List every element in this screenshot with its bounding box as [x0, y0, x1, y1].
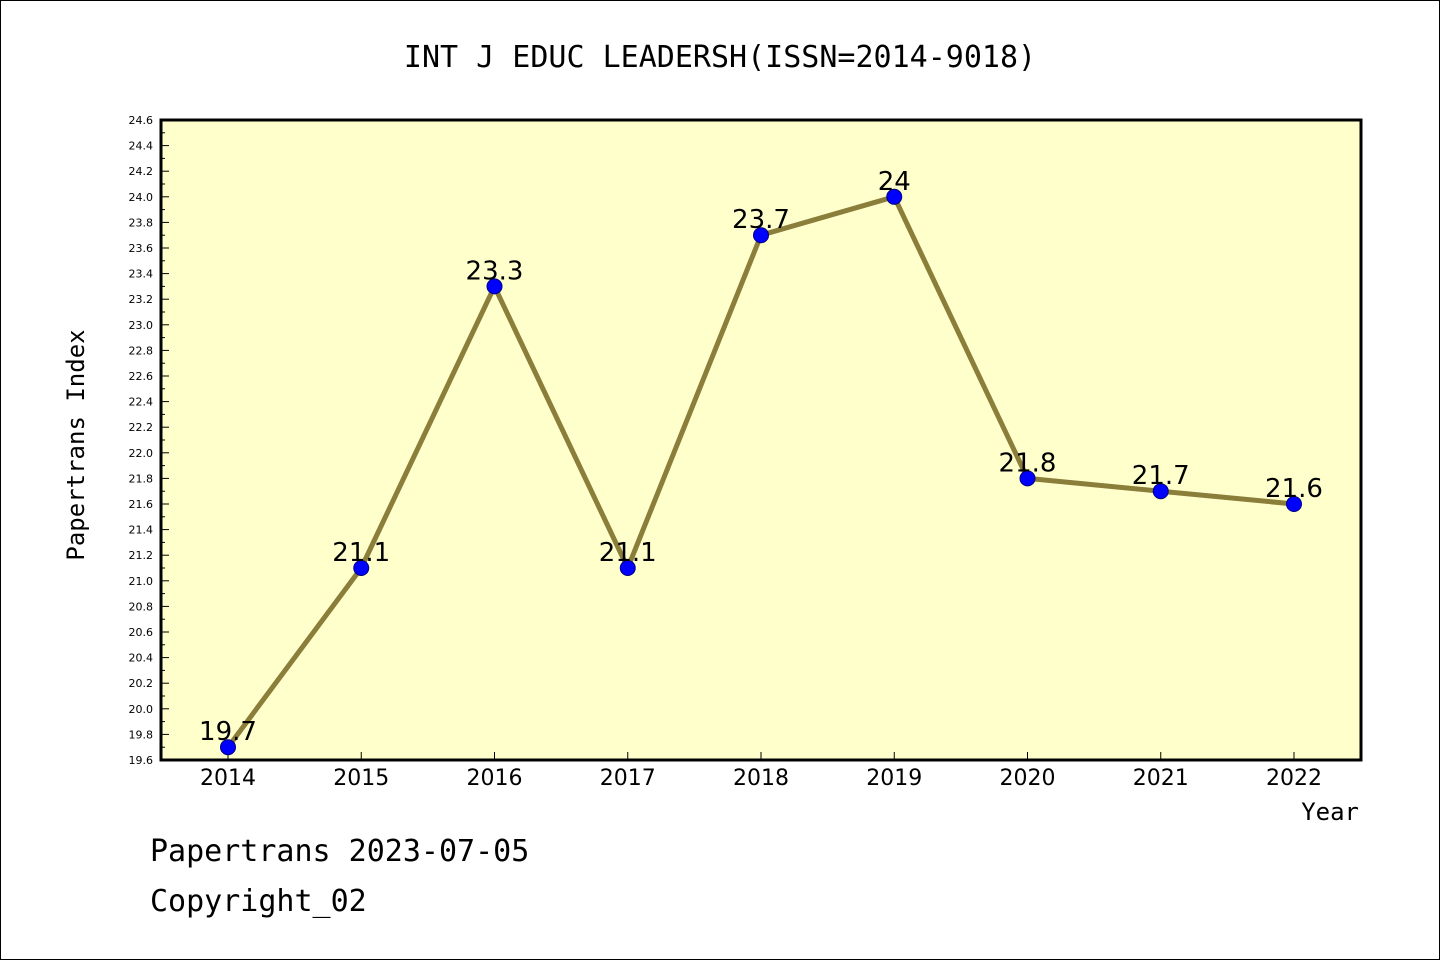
- x-axis: 2014 2015 2016 2017 2018 2019 2020 2021 2022: [200, 752, 1322, 791]
- data-label: 21.1: [599, 538, 657, 568]
- data-label: 24: [878, 167, 911, 197]
- y-tick-label: 21.4: [129, 524, 154, 537]
- plot-area: [159, 118, 1363, 762]
- y-tick-label: 22.2: [129, 421, 154, 434]
- y-tick-label: 21.8: [129, 472, 154, 485]
- x-axis-title: Year: [1301, 798, 1359, 826]
- data-point: [1286, 496, 1302, 512]
- y-tick-label: 24.6: [129, 114, 154, 127]
- data-point: [886, 188, 903, 205]
- data-point: [1152, 483, 1169, 500]
- x-tick-label: 2018: [733, 766, 789, 791]
- x-tick-label: 2017: [600, 766, 656, 791]
- data-label: 21.1: [332, 538, 390, 568]
- data-label: 23.3: [466, 256, 524, 286]
- data-point: [619, 560, 636, 576]
- y-tick-label: 24.2: [129, 165, 154, 178]
- data-label: 23.7: [732, 205, 790, 235]
- data-point: [486, 278, 503, 295]
- data-point: [353, 560, 370, 576]
- footer-copyright-text: Copyright_02: [150, 884, 367, 919]
- y-axis-title: Papertrans Index: [62, 329, 90, 560]
- x-tick-label: 2014: [200, 766, 256, 791]
- y-tick-label: 22.6: [129, 370, 154, 383]
- data-label: 21.8: [999, 448, 1057, 478]
- y-tick-label: 23.6: [129, 242, 154, 255]
- data-label: 21.7: [1132, 461, 1190, 491]
- x-tick-label: 2015: [333, 766, 389, 791]
- y-tick-label: 20.0: [129, 703, 154, 716]
- data-label: 21.6: [1265, 474, 1323, 504]
- y-tick-label: 21.2: [129, 549, 154, 562]
- y-tick-label: 20.8: [129, 600, 154, 613]
- chart-title: INT J EDUC LEADERSH(ISSN=2014-9018): [404, 40, 1036, 75]
- y-tick-label: 22.4: [129, 396, 154, 409]
- y-tick-label: 23.2: [129, 293, 154, 306]
- y-tick-label: 23.0: [129, 319, 154, 332]
- x-tick-label: 2021: [1133, 766, 1189, 791]
- data-markers: [220, 188, 1302, 756]
- y-tick-label: 21.6: [129, 498, 154, 511]
- y-tick-label: 22.8: [129, 344, 154, 357]
- x-tick-label: 2020: [1000, 766, 1056, 791]
- y-tick-label: 20.4: [129, 652, 154, 665]
- x-tick-label: 2022: [1266, 766, 1322, 791]
- y-tick-label: 22.0: [129, 447, 154, 460]
- y-axis: 19.6 19.8 20.0 20.2 20.4 20.6 20.8 21.0 21.2 21.4…: [129, 114, 169, 767]
- data-label: 19.7: [199, 717, 257, 747]
- x-tick-label: 2016: [467, 766, 523, 791]
- y-tick-label: 19.6: [129, 754, 154, 767]
- data-point: [1019, 470, 1036, 487]
- y-tick-label: 21.0: [129, 575, 154, 588]
- data-point: [220, 739, 236, 756]
- y-tick-label: 20.6: [129, 626, 154, 639]
- y-tick-label: 24.0: [129, 191, 154, 204]
- y-tick-label: 19.8: [129, 728, 154, 741]
- footer-date-text: Papertrans 2023-07-05: [150, 834, 530, 869]
- data-labels: 19.7 21.1 23.3 21.1 23.7 24 21.8 21.7 21.6: [199, 167, 1323, 747]
- y-tick-label: 24.4: [129, 140, 154, 153]
- data-point: [753, 227, 769, 244]
- y-tick-label: 20.2: [129, 677, 154, 690]
- y-tick-label: 23.4: [129, 268, 154, 281]
- y-tick-label: 23.8: [129, 216, 154, 229]
- x-tick-label: 2019: [866, 766, 922, 791]
